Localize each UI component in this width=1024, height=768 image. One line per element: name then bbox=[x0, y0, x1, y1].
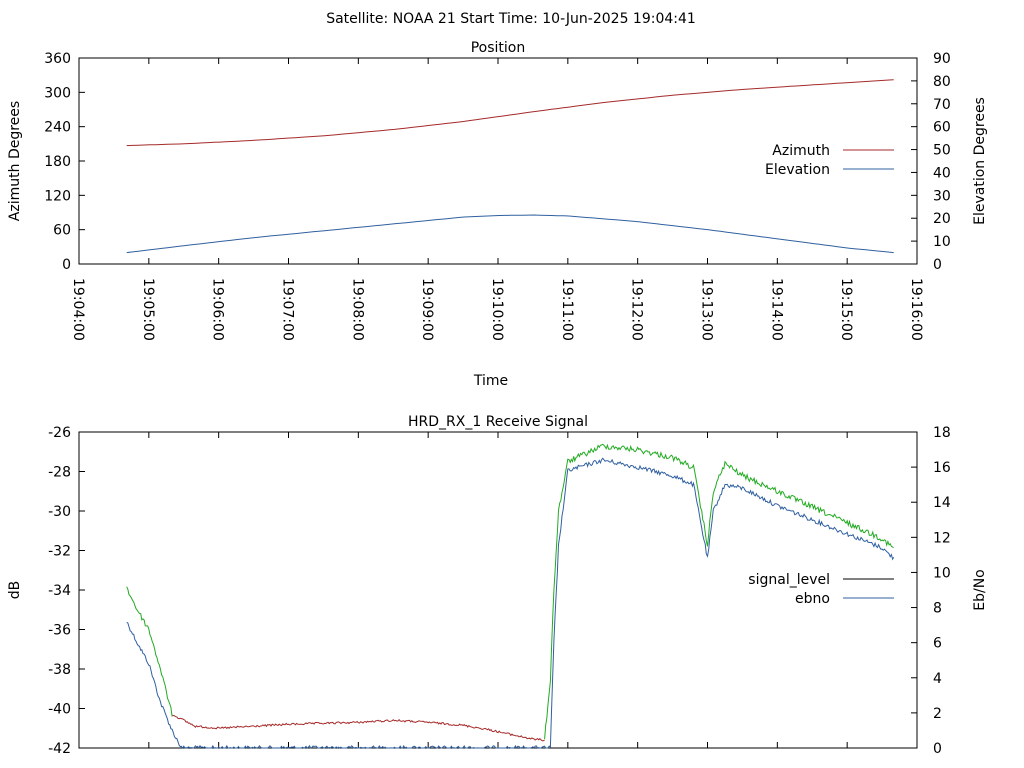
y-tick-label: 240 bbox=[44, 120, 71, 136]
y2-tick-label: 14 bbox=[933, 495, 951, 511]
y2-tick-label: 20 bbox=[933, 211, 951, 227]
x-tick-label: 19:05:00 bbox=[140, 278, 156, 341]
series-line-azimuth bbox=[126, 79, 894, 147]
legend-label: Elevation bbox=[765, 162, 830, 178]
x-tick-label: 19:08:00 bbox=[349, 278, 365, 341]
y2-tick-label: 90 bbox=[933, 51, 951, 67]
y2-tick-label: 8 bbox=[933, 601, 942, 617]
x-tick-label: 19:07:00 bbox=[280, 278, 296, 341]
plot-frame bbox=[78, 431, 918, 749]
y2-tick-label: 0 bbox=[933, 741, 942, 757]
chart-title: HRD_RX_1 Receive Signal bbox=[408, 414, 588, 430]
x-tick-label: 19:13:00 bbox=[699, 278, 715, 341]
y-tick-label: 180 bbox=[44, 154, 71, 170]
x-tick-label: 19:11:00 bbox=[559, 278, 575, 341]
series-line-signal-level-high bbox=[544, 443, 894, 740]
legend-label: ebno bbox=[795, 591, 830, 607]
y2-tick-label: 0 bbox=[933, 257, 942, 273]
y2-tick-label: 4 bbox=[933, 671, 942, 687]
y-tick-label: 120 bbox=[44, 188, 71, 204]
position-chart: 0 60 120 180 240 300 360 0 10 20 30 40 50 60 70 80 90 19:… bbox=[7, 40, 988, 389]
y2-tick-label: 12 bbox=[933, 530, 951, 546]
y-tick-label: -34 bbox=[48, 583, 71, 599]
y-axis-label: dB bbox=[7, 581, 23, 600]
y-tick-label: -28 bbox=[48, 465, 71, 481]
x-tick-label: 19:06:00 bbox=[210, 278, 226, 341]
y2-tick-label: 80 bbox=[933, 74, 951, 90]
legend-label: signal_level bbox=[748, 572, 830, 588]
y2-tick-label: 70 bbox=[933, 97, 951, 113]
y-tick-label: -36 bbox=[48, 623, 71, 639]
y2-tick-label: 2 bbox=[933, 706, 942, 722]
y-tick-label: -40 bbox=[48, 702, 71, 718]
series-line-signal-level-aos bbox=[126, 586, 173, 717]
y2-tick-label: 16 bbox=[933, 460, 951, 476]
legend-label: Azimuth bbox=[772, 143, 830, 159]
y2-tick-label: 10 bbox=[933, 234, 951, 250]
y-tick-label: -32 bbox=[48, 544, 71, 560]
x-tick-label: 19:16:00 bbox=[908, 278, 924, 341]
y2-tick-label: 40 bbox=[933, 165, 951, 181]
y-tick-label: 0 bbox=[62, 257, 71, 273]
x-tick-label: 19:10:00 bbox=[489, 278, 505, 341]
receive-signal-chart: -42 -40 -38 -36 -34 -32 -30 -28 -26 0 2 4 6 8 10 12 14 16… bbox=[7, 414, 988, 757]
y2-tick-label: 6 bbox=[933, 636, 942, 652]
x-tick-label: 19:12:00 bbox=[629, 278, 645, 341]
series-line-elevation bbox=[126, 214, 894, 254]
y2-tick-label: 30 bbox=[933, 188, 951, 204]
x-tick-label: 19:04:00 bbox=[70, 278, 86, 341]
y-tick-label: 60 bbox=[53, 223, 71, 239]
x-tick-label: 19:14:00 bbox=[768, 278, 784, 341]
y2-tick-label: 18 bbox=[933, 425, 951, 441]
y-tick-label: -38 bbox=[48, 662, 71, 678]
y-tick-label: 360 bbox=[44, 51, 71, 67]
y-axis-label: Azimuth Degrees bbox=[7, 101, 23, 221]
x-tick-label: 19:09:00 bbox=[419, 278, 435, 341]
x-tick-label: 19:15:00 bbox=[838, 278, 854, 341]
y2-tick-label: 50 bbox=[933, 143, 951, 159]
y-tick-label: 300 bbox=[44, 85, 71, 101]
y-tick-label: -42 bbox=[48, 741, 71, 757]
y-tick-label: -30 bbox=[48, 504, 71, 520]
series-line-ebno bbox=[126, 457, 895, 749]
y2-axis-label: Eb/No bbox=[972, 569, 988, 611]
chart-title: Position bbox=[471, 40, 526, 56]
y2-axis-label: Elevation Degrees bbox=[972, 97, 988, 225]
x-axis-label: Time bbox=[473, 373, 508, 389]
y2-tick-label: 10 bbox=[933, 565, 951, 581]
y2-tick-label: 60 bbox=[933, 120, 951, 136]
plot-frame bbox=[78, 57, 918, 265]
series-line-signal-level-low bbox=[171, 714, 545, 742]
y-tick-label: -26 bbox=[48, 425, 71, 441]
main-title: Satellite: NOAA 21 Start Time: 10-Jun-20… bbox=[326, 11, 696, 27]
